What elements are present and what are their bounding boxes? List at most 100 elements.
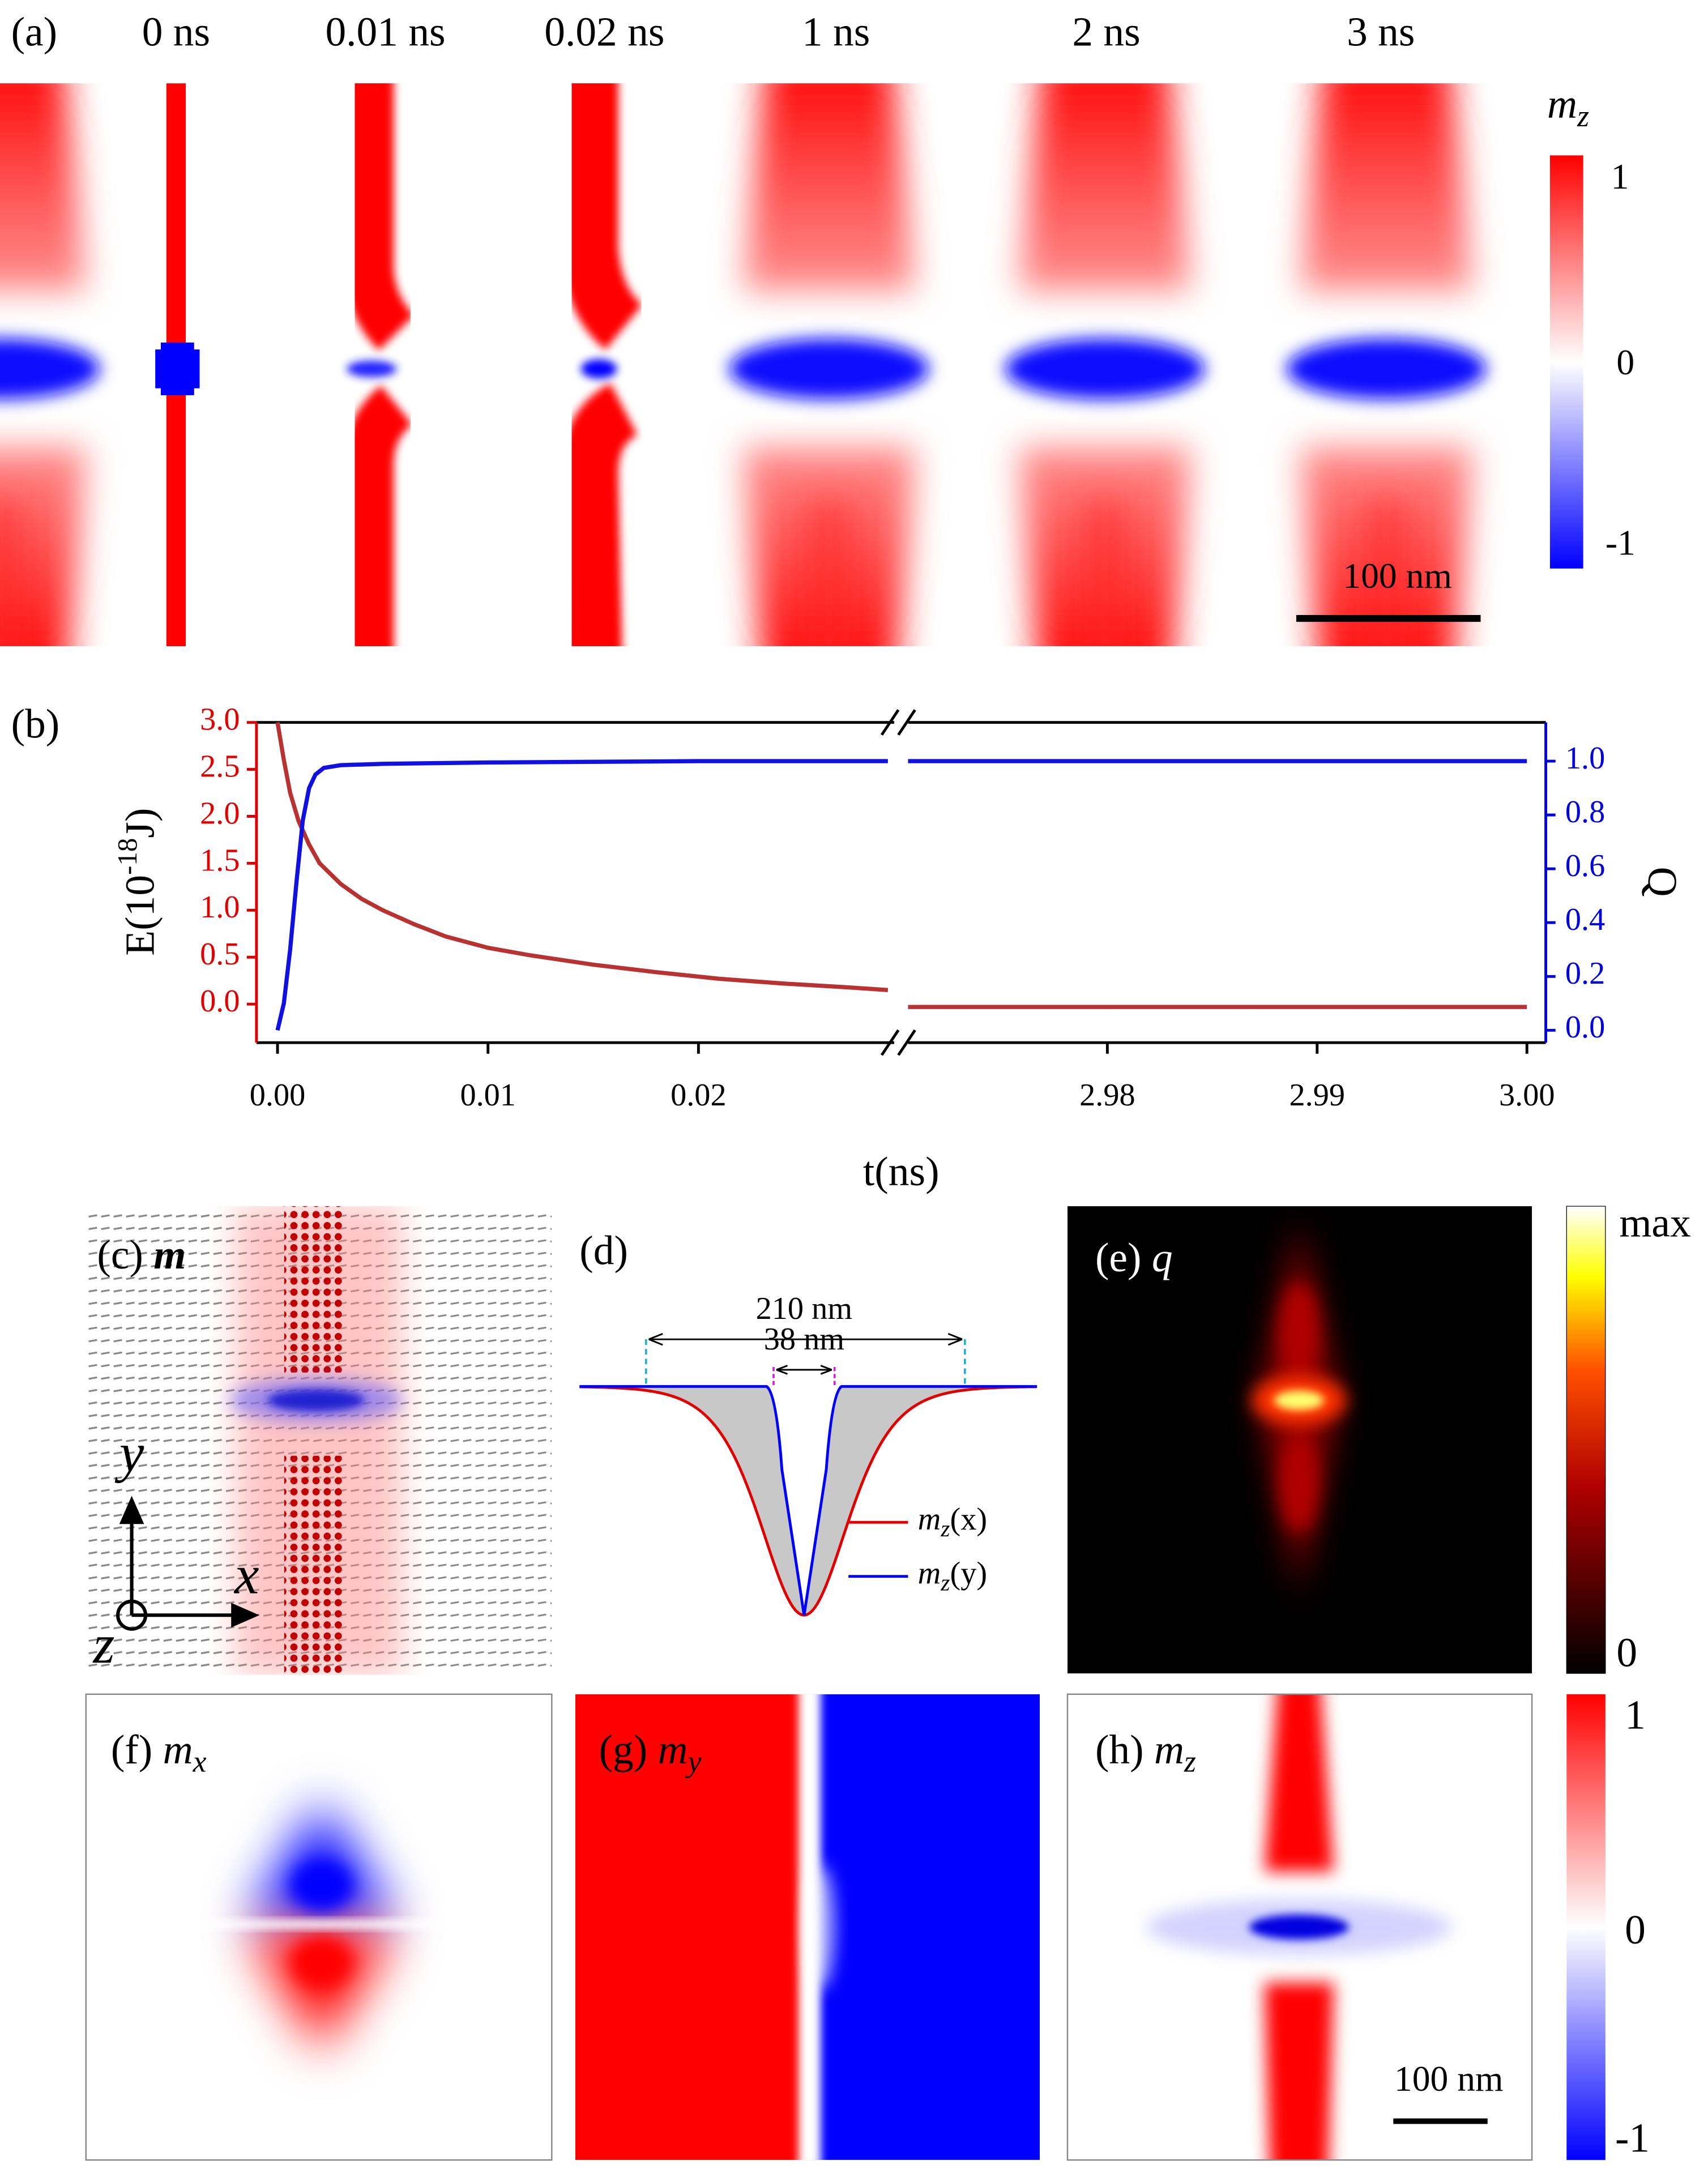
panel-label: (f) mx <box>111 1727 207 1779</box>
shape <box>0 83 100 647</box>
series-line <box>275 722 1527 1009</box>
axis-name: x <box>233 1544 259 1605</box>
time-label: 0.02 ns <box>544 9 664 55</box>
x-tick-label: 0.02 <box>671 1078 727 1113</box>
shape <box>560 83 643 350</box>
time-label: 0 ns <box>142 9 210 55</box>
shape <box>291 1937 352 1987</box>
shape <box>344 83 415 351</box>
axis-name: y <box>114 1423 144 1484</box>
x-tick-label: 0.01 <box>460 1078 516 1113</box>
coord-axes <box>116 1496 260 1631</box>
label: (e) <box>1095 1235 1142 1280</box>
y-tick-label: 2.0 <box>200 796 240 831</box>
y-tick-label: 1.5 <box>200 843 240 878</box>
dimension-lines <box>644 1332 966 1387</box>
frame <box>1066 1693 1533 2161</box>
panel-label: (c) m <box>97 1232 186 1278</box>
shape <box>897 709 916 736</box>
shape <box>86 1920 552 1929</box>
panel-label: (e) q <box>1095 1235 1173 1280</box>
colorbar-tick: 0 <box>1616 342 1634 382</box>
spin-texture <box>86 1206 552 1675</box>
x-tick-label: 0.00 <box>250 1078 306 1113</box>
panel-label: (b) <box>11 701 60 746</box>
subscript: z <box>1577 99 1589 133</box>
shape <box>880 1029 900 1056</box>
shape <box>560 383 639 647</box>
argument: (y) <box>950 1556 987 1591</box>
shape <box>1274 1390 1324 1410</box>
label: (c) <box>97 1232 143 1278</box>
shape <box>776 1365 832 1375</box>
y2-tick-label: 0.8 <box>1565 795 1605 830</box>
label: (h) <box>1095 1727 1144 1772</box>
colorbar-tick: 1 <box>1611 156 1629 197</box>
shape <box>1279 1282 1319 1380</box>
x-tick-label: 2.98 <box>1079 1078 1135 1113</box>
snapshot-column <box>729 55 929 680</box>
y2-tick-label: 0.4 <box>1565 902 1605 937</box>
shape <box>0 83 86 292</box>
time-label: 1 ns <box>802 9 870 55</box>
symbol: m <box>1154 1727 1184 1772</box>
shape <box>347 360 397 378</box>
y-axis-label-sup: -18 <box>112 838 143 875</box>
axis-break <box>880 709 916 1056</box>
symbol: m <box>1547 81 1577 127</box>
subscript: z <box>1184 1745 1196 1779</box>
y-axis-label-tail: J) <box>117 808 163 838</box>
shape <box>119 1496 144 1524</box>
shape <box>0 499 25 647</box>
colorbar-tick: -1 <box>1605 522 1636 562</box>
snapshots <box>0 55 1486 680</box>
plot: 0.00 0.01 0.02 2.98 2.99 3.00 0.0 0.5 1.0 1.5 2.0 2… <box>112 702 1685 1194</box>
time-label: 0.01 ns <box>325 9 445 55</box>
dimension-label: 210 nm <box>756 1291 852 1326</box>
panel-label: (h) mz <box>1095 1727 1196 1779</box>
panel-label: (d) <box>579 1228 628 1274</box>
panel-label: (g) my <box>599 1727 702 1779</box>
shape <box>284 1206 343 1373</box>
shape <box>291 1860 352 1911</box>
colorbar <box>1566 1206 1606 1674</box>
subscript: z <box>940 1515 950 1541</box>
shape <box>897 1029 916 1056</box>
shape <box>116 1599 148 1631</box>
y-axis-label: E(10-18J) <box>112 808 163 956</box>
label: (g) <box>599 1727 648 1772</box>
shape <box>811 1694 1040 2160</box>
shape <box>86 1206 253 1675</box>
density-glow <box>1252 1220 1347 1595</box>
shape <box>1249 1914 1349 1940</box>
shape <box>580 359 617 379</box>
shape <box>1264 1982 1334 2160</box>
subscript: x <box>193 1745 207 1779</box>
symbol: m <box>918 1556 941 1591</box>
profile-fill <box>766 1386 842 1616</box>
shape: 0 ns 0.01 ns 0.02 ns 1 ns 2 ns 3 ns <box>142 9 1415 55</box>
y-axis-label-text: E(10 <box>117 875 163 956</box>
shape <box>344 385 413 647</box>
symbol: m <box>658 1727 688 1772</box>
shape <box>1279 1434 1319 1532</box>
y-tick-label: 3.0 <box>200 702 240 737</box>
mz-map <box>1146 1694 1452 2160</box>
colorbar <box>1549 155 1583 569</box>
scale-bar-label: 100 nm <box>1343 556 1452 596</box>
shape <box>1264 1694 1334 1872</box>
dimension-label: 38 nm <box>764 1322 844 1357</box>
label: (f) <box>111 1727 152 1772</box>
symbol: m <box>153 1232 186 1278</box>
argument: (x) <box>950 1502 987 1537</box>
y2-tick-label: 0.2 <box>1565 956 1605 991</box>
snapshot-column <box>1005 55 1205 680</box>
profile-x <box>579 1385 1037 1617</box>
shape <box>806 1864 835 1990</box>
y2-tick-label: 0.6 <box>1565 848 1605 883</box>
symbol: q <box>1152 1235 1173 1280</box>
legend-label: mz(y) <box>918 1556 988 1596</box>
series-line <box>275 759 1527 1031</box>
colorbar-tick: 0 <box>1616 1630 1637 1676</box>
